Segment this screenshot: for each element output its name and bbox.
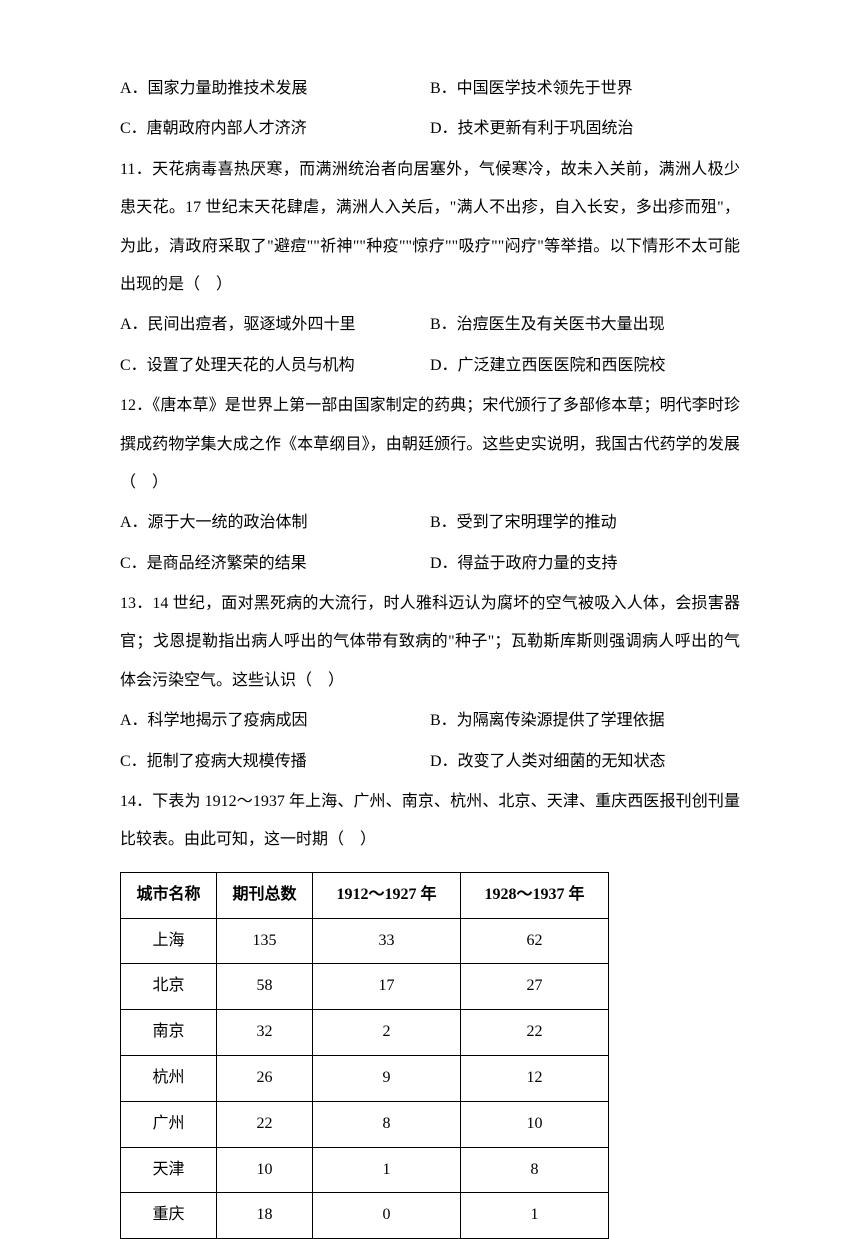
header-period2: 1928～1937 年 bbox=[461, 872, 609, 918]
table-cell: 62 bbox=[461, 918, 609, 964]
q11-options-row-2: C．设置了处理天花的人员与机构 D．广泛建立西医医院和西医院校 bbox=[120, 347, 740, 385]
q10-options-row-1: A．国家力量助推技术发展 B．中国医学技术领先于世界 bbox=[120, 70, 740, 108]
table-cell: 58 bbox=[217, 964, 313, 1010]
table-cell: 8 bbox=[313, 1101, 461, 1147]
q12-text: 12．《唐本草》是世界上第一部由国家制定的药典；宋代颁行了多部修本草；明代李时珍… bbox=[120, 387, 740, 502]
q13-option-c: C．扼制了疫病大规模传播 bbox=[120, 743, 430, 781]
table-cell: 10 bbox=[461, 1101, 609, 1147]
q10-option-d: D．技术更新有利于巩固统治 bbox=[430, 110, 740, 148]
table-cell: 22 bbox=[461, 1010, 609, 1056]
table-row: 南京32222 bbox=[121, 1010, 609, 1056]
q11-option-d: D．广泛建立西医医院和西医院校 bbox=[430, 347, 740, 385]
q10-option-b: B．中国医学技术领先于世界 bbox=[430, 70, 740, 108]
table-cell: 天津 bbox=[121, 1147, 217, 1193]
table-cell: 2 bbox=[313, 1010, 461, 1056]
q11-option-a: A．民间出痘者，驱逐域外四十里 bbox=[120, 306, 430, 344]
comparison-table: 城市名称 期刊总数 1912～1927 年 1928～1937 年 上海1353… bbox=[120, 872, 609, 1239]
q11-option-c: C．设置了处理天花的人员与机构 bbox=[120, 347, 430, 385]
table-cell: 33 bbox=[313, 918, 461, 964]
table-cell: 南京 bbox=[121, 1010, 217, 1056]
table-cell: 杭州 bbox=[121, 1056, 217, 1102]
table-cell: 27 bbox=[461, 964, 609, 1010]
table-cell: 1 bbox=[313, 1147, 461, 1193]
table-row: 上海1353362 bbox=[121, 918, 609, 964]
q13-option-b: B．为隔离传染源提供了学理依据 bbox=[430, 702, 740, 740]
table-cell: 32 bbox=[217, 1010, 313, 1056]
header-period1: 1912～1927 年 bbox=[313, 872, 461, 918]
table-row: 广州22810 bbox=[121, 1101, 609, 1147]
q10-option-c: C．唐朝政府内部人才济济 bbox=[120, 110, 430, 148]
q11-option-b: B．治痘医生及有关医书大量出现 bbox=[430, 306, 740, 344]
table-cell: 12 bbox=[461, 1056, 609, 1102]
q14-text: 14．下表为 1912～1937 年上海、广州、南京、杭州、北京、天津、重庆西医… bbox=[120, 783, 740, 860]
q12-option-d: D．得益于政府力量的支持 bbox=[430, 545, 740, 583]
q12-options-row-1: A．源于大一统的政治体制 B．受到了宋明理学的推动 bbox=[120, 504, 740, 542]
q10-options-row-2: C．唐朝政府内部人才济济 D．技术更新有利于巩固统治 bbox=[120, 110, 740, 148]
table-cell: 26 bbox=[217, 1056, 313, 1102]
table-cell: 135 bbox=[217, 918, 313, 964]
table-row: 北京581727 bbox=[121, 964, 609, 1010]
table-cell: 广州 bbox=[121, 1101, 217, 1147]
table-cell: 上海 bbox=[121, 918, 217, 964]
q12-options-row-2: C．是商品经济繁荣的结果 D．得益于政府力量的支持 bbox=[120, 545, 740, 583]
table-cell: 22 bbox=[217, 1101, 313, 1147]
q13-options-row-2: C．扼制了疫病大规模传播 D．改变了人类对细菌的无知状态 bbox=[120, 743, 740, 781]
q12-option-a: A．源于大一统的政治体制 bbox=[120, 504, 430, 542]
table-row: 天津1018 bbox=[121, 1147, 609, 1193]
table-cell: 10 bbox=[217, 1147, 313, 1193]
q11-options-row-1: A．民间出痘者，驱逐域外四十里 B．治痘医生及有关医书大量出现 bbox=[120, 306, 740, 344]
q13-options-row-1: A．科学地揭示了疫病成因 B．为隔离传染源提供了学理依据 bbox=[120, 702, 740, 740]
table-cell: 北京 bbox=[121, 964, 217, 1010]
q13-option-a: A．科学地揭示了疫病成因 bbox=[120, 702, 430, 740]
table-cell: 9 bbox=[313, 1056, 461, 1102]
header-total: 期刊总数 bbox=[217, 872, 313, 918]
q11-text: 11．天花病毒喜热厌寒，而满洲统治者向居塞外，气候寒冷，故未入关前，满洲人极少患… bbox=[120, 151, 740, 305]
q13-text: 13．14 世纪，面对黑死病的大流行，时人雅科迈认为腐坏的空气被吸入人体，会损害… bbox=[120, 585, 740, 700]
q10-option-a: A．国家力量助推技术发展 bbox=[120, 70, 430, 108]
header-city: 城市名称 bbox=[121, 872, 217, 918]
q12-option-b: B．受到了宋明理学的推动 bbox=[430, 504, 740, 542]
table-row: 杭州26912 bbox=[121, 1056, 609, 1102]
table-header-row: 城市名称 期刊总数 1912～1927 年 1928～1937 年 bbox=[121, 872, 609, 918]
q12-option-c: C．是商品经济繁荣的结果 bbox=[120, 545, 430, 583]
table-cell: 17 bbox=[313, 964, 461, 1010]
table-cell: 8 bbox=[461, 1147, 609, 1193]
q13-option-d: D．改变了人类对细菌的无知状态 bbox=[430, 743, 740, 781]
